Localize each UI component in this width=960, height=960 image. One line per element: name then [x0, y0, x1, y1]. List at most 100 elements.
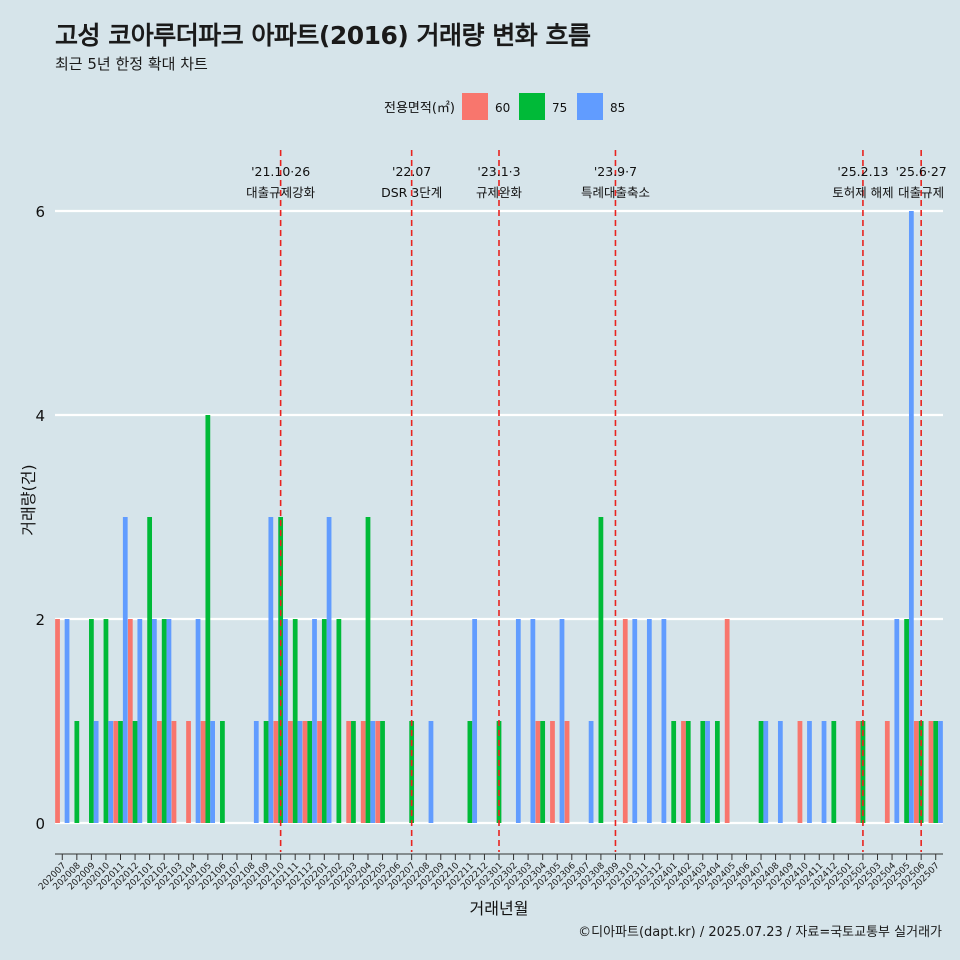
bar-85-202101	[152, 619, 157, 823]
bar-60-202105	[200, 721, 206, 823]
x-axis-title: 거래년월	[470, 899, 529, 918]
bar-85-202305	[559, 619, 565, 823]
bar-85-202012	[137, 619, 143, 823]
event-date-label: '23.9·7	[594, 164, 637, 179]
bar-85-202505	[908, 211, 914, 823]
bar-85-202407	[763, 721, 769, 823]
y-tick-label: 4	[35, 407, 45, 425]
bar-85-202211	[472, 619, 478, 823]
legend-swatch-85	[577, 93, 603, 120]
event-label: 대출규제강화	[246, 185, 316, 200]
chart-title: 고성 코아루더파크 아파트(2016) 거래량 변화 흐름	[55, 21, 591, 50]
event-label: 규제완화	[476, 185, 523, 200]
bar-60-202310	[622, 619, 628, 823]
source-footer: ©디아파트(dapt.kr) / 2025.07.23 / 자료=국토교통부 실…	[578, 925, 942, 940]
event-label: 특례대출축소	[581, 185, 650, 200]
event-date-label: '21.10·26	[251, 164, 310, 179]
event-label: 대출규제	[898, 185, 944, 200]
bar-85-202110	[283, 619, 288, 823]
bar-60-202110	[273, 721, 279, 823]
bar-75-202201	[321, 619, 327, 823]
bar-85-202011	[122, 517, 128, 823]
legend-label: 60	[495, 101, 510, 115]
bar-75-202105	[205, 415, 211, 823]
bar-75-202010	[103, 619, 109, 823]
event-label: 토허제 해제	[832, 185, 893, 200]
y-tick-label: 0	[35, 815, 45, 833]
bar-60-202410	[797, 721, 803, 823]
bar-85-202411	[821, 721, 827, 823]
y-axis-title: 거래량(건)	[19, 464, 38, 535]
event-date-label: '22.07	[392, 164, 431, 179]
bar-85-202105	[210, 721, 215, 823]
bar-85-202007	[64, 619, 70, 823]
bar-75-202009	[89, 619, 94, 823]
bar-85-202111	[297, 721, 303, 823]
bar-75-202205	[380, 721, 385, 823]
bar-60-202205	[375, 721, 381, 823]
bar-75-202402	[685, 721, 691, 823]
bar-60-202502	[855, 721, 861, 823]
legend-label: 75	[552, 101, 567, 115]
legend-title: 전용면적(㎡)	[384, 101, 455, 116]
bar-75-202401	[671, 721, 677, 823]
bar-85-202311	[646, 619, 652, 823]
bar-85-202303	[530, 619, 536, 823]
bar-60-202011	[113, 721, 119, 823]
bar-75-202102	[161, 619, 167, 823]
bar-60-202504	[884, 721, 890, 823]
bar-85-202109	[268, 517, 274, 823]
bar-85-202112	[312, 619, 317, 823]
y-tick-label: 6	[35, 203, 45, 221]
bar-75-202505	[904, 619, 909, 823]
legend-swatch-75	[519, 93, 545, 120]
bar-75-202403	[700, 721, 706, 823]
bar-75-202507	[933, 721, 939, 823]
bar-85-202310	[632, 619, 638, 823]
bar-85-202403	[705, 721, 710, 823]
bar-60-202506	[914, 721, 919, 823]
bar-75-202112	[307, 721, 313, 823]
bar-75-202111	[292, 619, 298, 823]
bar-60-202204	[360, 721, 366, 823]
bar-75-202308	[598, 517, 604, 823]
bar-75-202101	[147, 517, 153, 823]
bar-75-202211	[467, 721, 473, 823]
bar-85-202507	[938, 721, 943, 823]
bar-60-202112	[302, 721, 308, 823]
bar-60-202305	[550, 721, 555, 823]
bar-60-202304	[535, 721, 541, 823]
chart-subtitle: 최근 5년 한정 확대 차트	[55, 55, 208, 73]
bar-75-202008	[74, 721, 80, 823]
bar-85-202201	[326, 517, 332, 823]
bar-60-202104	[186, 721, 191, 823]
bar-75-202407	[758, 721, 764, 823]
bar-75-202202	[336, 619, 342, 823]
y-tick-label: 2	[35, 611, 45, 629]
bar-60-202306	[564, 721, 570, 823]
bar-60-202507	[928, 721, 934, 823]
bar-60-202405	[724, 619, 730, 823]
bar-85-202104	[195, 619, 201, 823]
bar-85-202108	[253, 721, 259, 823]
bar-60-202203	[346, 721, 352, 823]
bar-85-202307	[588, 721, 594, 823]
event-date-label: '25.6·27	[896, 164, 947, 179]
bar-60-202102	[157, 721, 162, 823]
bar-60-202007	[55, 619, 60, 823]
bar-75-202412	[831, 721, 837, 823]
bar-85-202410	[807, 721, 812, 823]
bar-85-202102	[166, 619, 172, 823]
bar-75-202404	[714, 721, 720, 823]
bar-85-202208	[428, 721, 434, 823]
bar-60-202402	[681, 721, 686, 823]
bar-75-202012	[132, 721, 138, 823]
bar-75-202304	[540, 721, 546, 823]
bar-75-202204	[365, 517, 371, 823]
bar-60-202201	[317, 721, 322, 823]
bar-85-202302	[515, 619, 521, 823]
event-date-label: '23.1·3	[477, 164, 520, 179]
bar-85-202312	[661, 619, 667, 823]
